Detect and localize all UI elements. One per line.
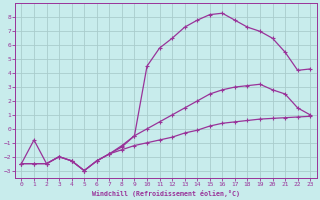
X-axis label: Windchill (Refroidissement éolien,°C): Windchill (Refroidissement éolien,°C) <box>92 190 240 197</box>
